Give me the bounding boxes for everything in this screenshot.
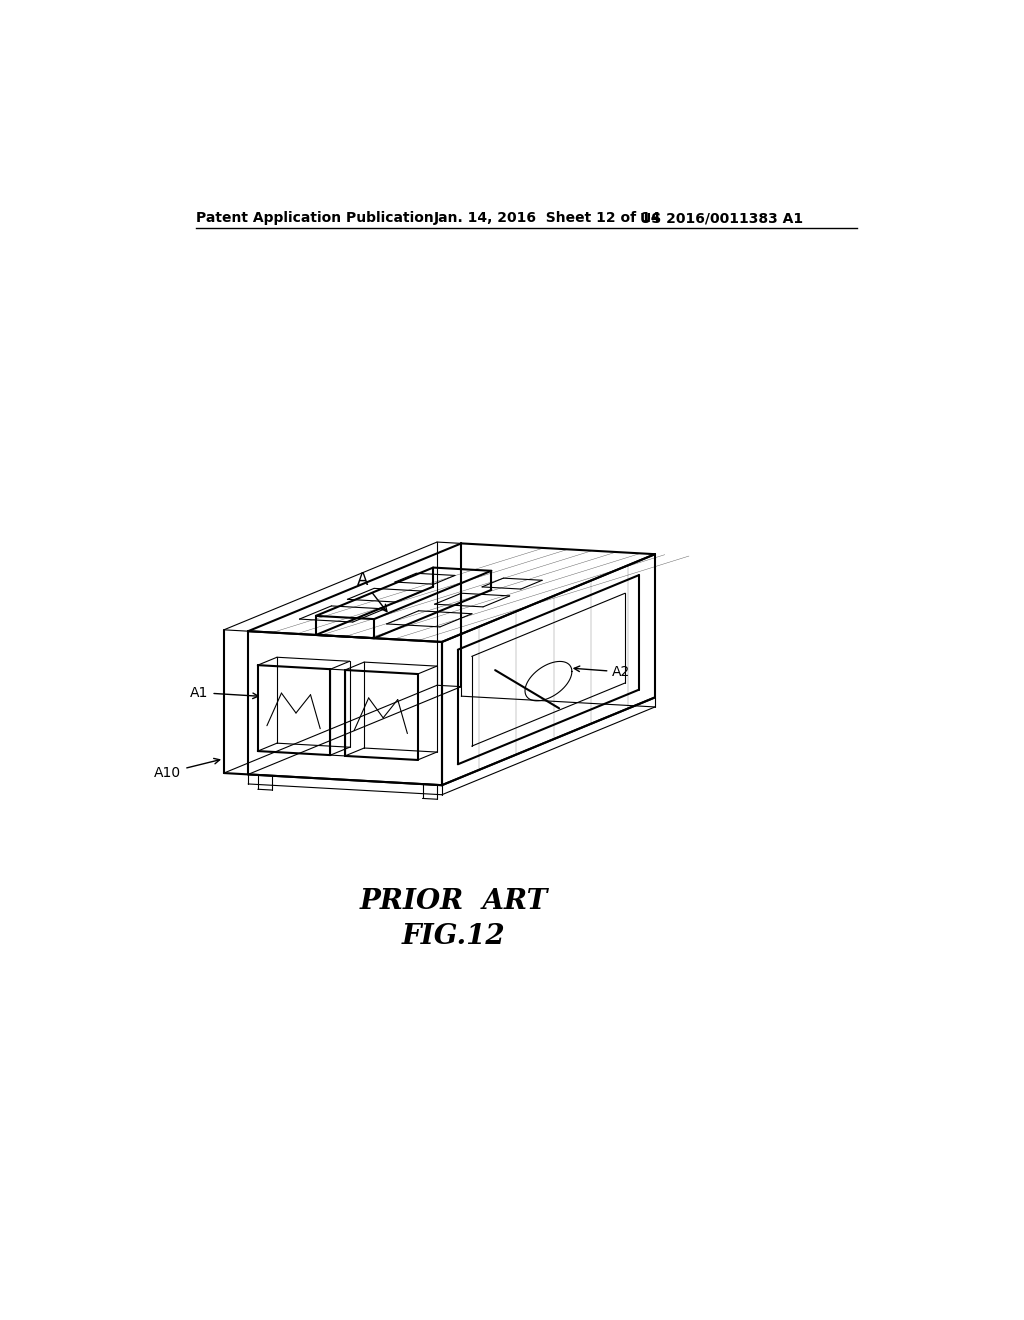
Text: A1: A1: [190, 685, 258, 700]
Text: US 2016/0011383 A1: US 2016/0011383 A1: [640, 211, 803, 226]
Text: Patent Application Publication: Patent Application Publication: [197, 211, 434, 226]
Text: PRIOR  ART: PRIOR ART: [359, 888, 548, 915]
Text: Jan. 14, 2016  Sheet 12 of 14: Jan. 14, 2016 Sheet 12 of 14: [434, 211, 662, 226]
Text: A2: A2: [574, 665, 631, 678]
Text: FIG.12: FIG.12: [401, 923, 505, 949]
Text: A: A: [356, 572, 387, 611]
Text: A10: A10: [155, 759, 220, 780]
